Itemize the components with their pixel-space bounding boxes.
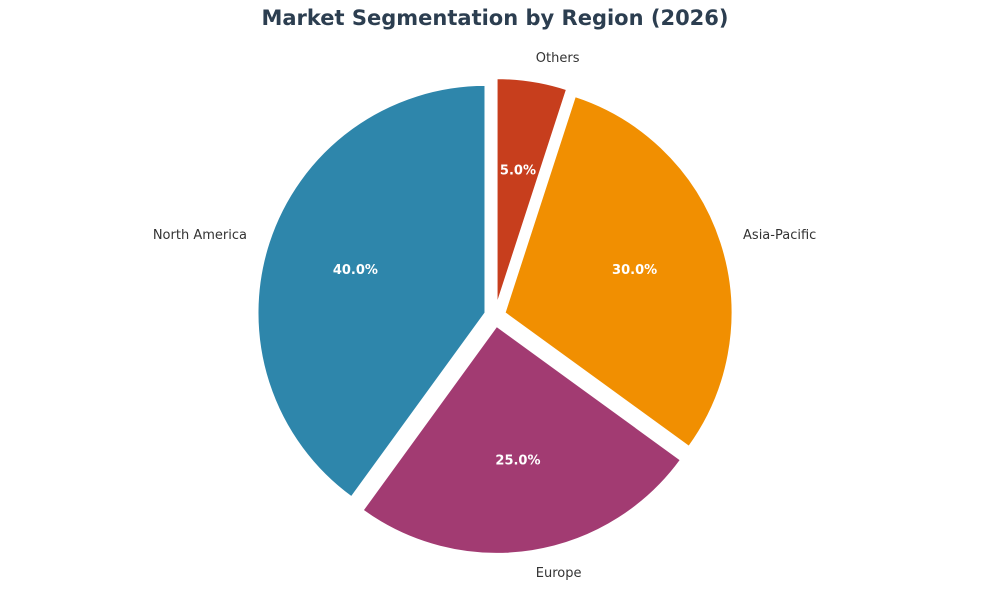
slice-label: Asia-Pacific: [743, 228, 816, 243]
slice-label: Others: [536, 51, 580, 66]
pie-slice: [495, 77, 569, 307]
value-label: 5.0%: [500, 164, 536, 179]
pie-slice: [361, 324, 683, 555]
slice-label: North America: [153, 228, 247, 243]
value-label: 25.0%: [495, 453, 540, 468]
chart-title: Market Segmentation by Region (2026): [261, 6, 728, 30]
value-label: 40.0%: [333, 263, 378, 278]
pie-slice: [256, 83, 487, 499]
pie-slice: [503, 94, 734, 449]
value-label: 30.0%: [612, 263, 657, 278]
slice-label: Europe: [536, 566, 582, 581]
